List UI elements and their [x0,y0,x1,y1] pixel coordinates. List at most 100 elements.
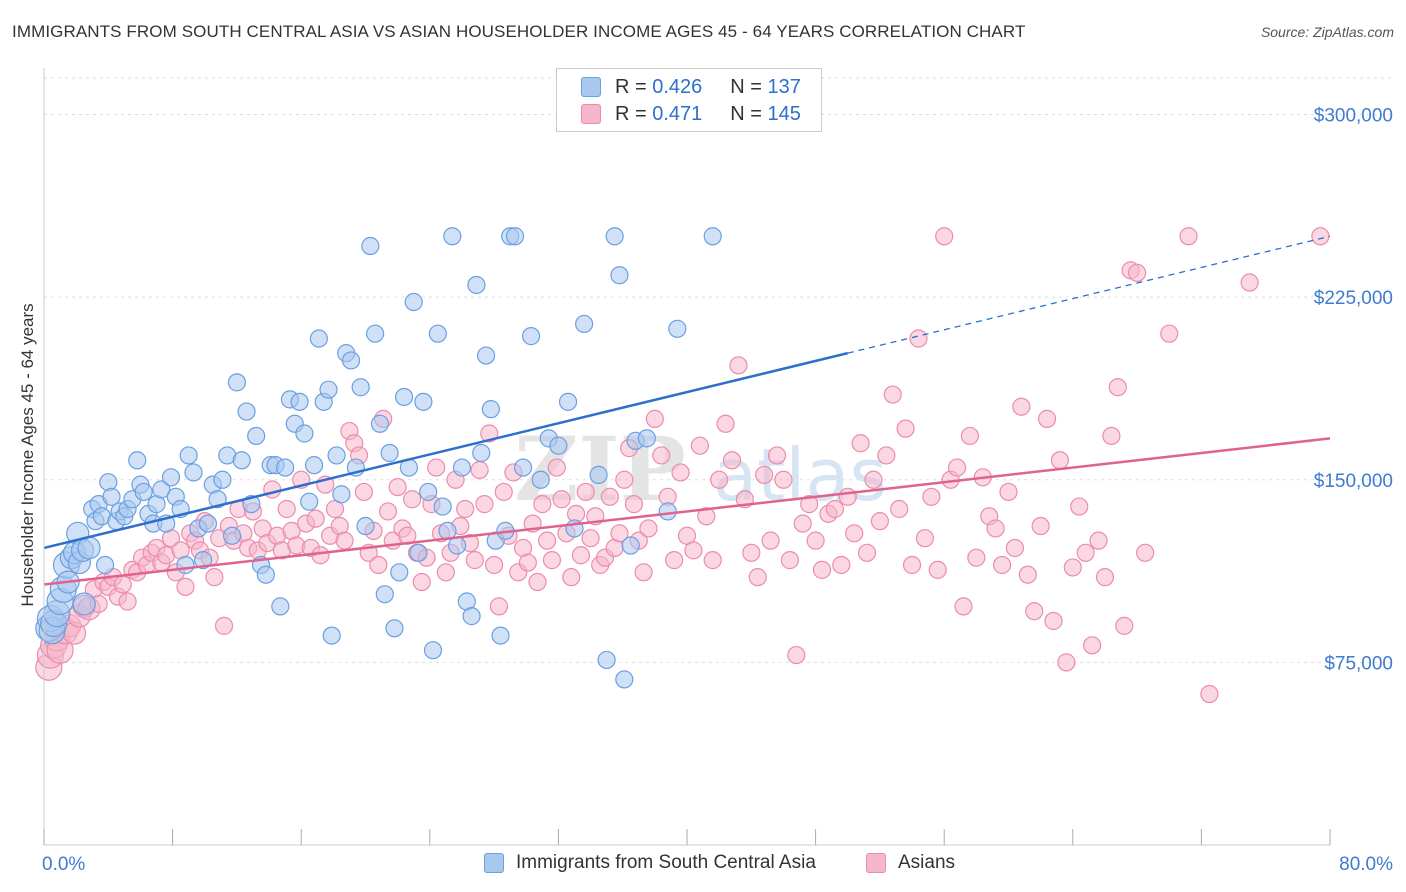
asians-point [113,575,132,594]
asians-point [838,487,857,506]
immigrants-point [390,563,409,582]
asians-point [1089,531,1108,550]
immigrants-point [448,536,467,555]
immigrants-point [237,402,256,421]
asians-point [800,495,819,514]
immigrants-point [222,526,242,545]
immigrants-point [467,275,486,295]
bottom-legend-immigrants: Immigrants from South Central Asia [484,852,816,874]
immigrants-point [77,536,101,560]
asians-point [935,227,954,246]
asians-point [870,512,890,531]
asians-point [1057,653,1076,672]
immigrants-point [179,446,198,465]
asians-point [845,524,864,543]
immigrants-point [558,392,578,411]
asians-point [652,446,671,465]
asians-point [645,409,664,428]
asians-point [896,419,915,438]
asians-point [1179,227,1198,246]
asians-point [922,487,941,506]
asians-point [369,555,388,575]
asians-point [690,436,709,455]
asians-point [354,482,373,502]
immigrants-point [95,555,115,575]
asians-point [388,477,407,497]
asians-point [538,531,557,550]
legend-n-value-1: 137 [767,75,801,98]
y-axis-label: Householder Income Ages 45 - 64 years [18,303,37,607]
immigrants-point [428,324,447,343]
asians-point [909,329,928,348]
asians-point [1136,543,1155,562]
immigrants-point [589,465,608,484]
asians-point [954,597,973,616]
immigrants-point [247,426,266,446]
immigrants-point [271,597,290,616]
asians-point [1012,397,1031,416]
immigrants-point [414,392,433,411]
asians-point [812,560,832,579]
asians-point [857,543,877,562]
bottom-legend-label-asians: Asians [898,852,956,873]
immigrants-point [531,470,550,489]
asians-point [825,499,844,519]
asians-point [1063,558,1082,577]
immigrants-point [385,619,404,638]
asians-point [562,568,581,587]
immigrants-point [668,319,687,338]
asians-point [729,356,748,375]
asians-point [806,531,825,550]
immigrants-point [361,236,380,256]
asians-point [1200,684,1219,704]
asians-point [528,572,547,592]
immigrants-point [319,380,338,399]
asians-point [748,568,767,587]
axis-tick-labels: $75,000 $150,000 $225,000 $300,000 0.0% 80.0% [42,106,1393,875]
asians-point [1050,451,1070,470]
gridlines [44,77,1392,663]
asians-point [494,482,513,502]
immigrants-point [232,451,251,470]
immigrants-point [375,585,394,604]
asians-point [947,458,967,477]
asians-point [877,446,896,465]
asians-point [634,563,653,582]
immigrants-point [194,551,213,570]
axes [43,68,1331,846]
asians-point [485,555,504,575]
immigrants-point [161,468,181,487]
legend-swatch-blue [581,77,601,97]
asians-point [639,519,658,538]
asians-point [986,519,1005,538]
asians-point [716,414,735,433]
asians-point [576,482,595,502]
asians-point [552,490,571,509]
immigrants-point [505,227,525,246]
asians-point [780,551,799,570]
asians-point [475,495,494,514]
immigrants-point [351,378,370,397]
immigrants-point [128,451,147,470]
asians-point [851,434,870,453]
immigrants-trend-line [43,351,849,550]
immigrants-point [370,414,390,433]
immigrants-point [597,650,616,670]
asians-point [489,597,509,616]
asians-point [306,509,325,528]
asians-point [1076,543,1095,562]
immigrants-point [380,443,399,463]
asians-point [624,495,644,514]
legend-row-asians: R = 0.471 N = 145 [581,102,801,126]
legend-n-value-2: 145 [767,102,801,125]
asians-point [960,426,980,446]
immigrants-point [72,592,96,616]
asians-point [1160,324,1179,343]
asians-point [335,531,354,550]
asians-point [176,577,195,596]
x-tick-label-max: 80.0% [1339,854,1393,875]
immigrants-point [513,458,533,477]
asians-point [403,490,422,509]
bottom-legend-asians: Asians [866,852,955,874]
asians-point [684,541,703,560]
